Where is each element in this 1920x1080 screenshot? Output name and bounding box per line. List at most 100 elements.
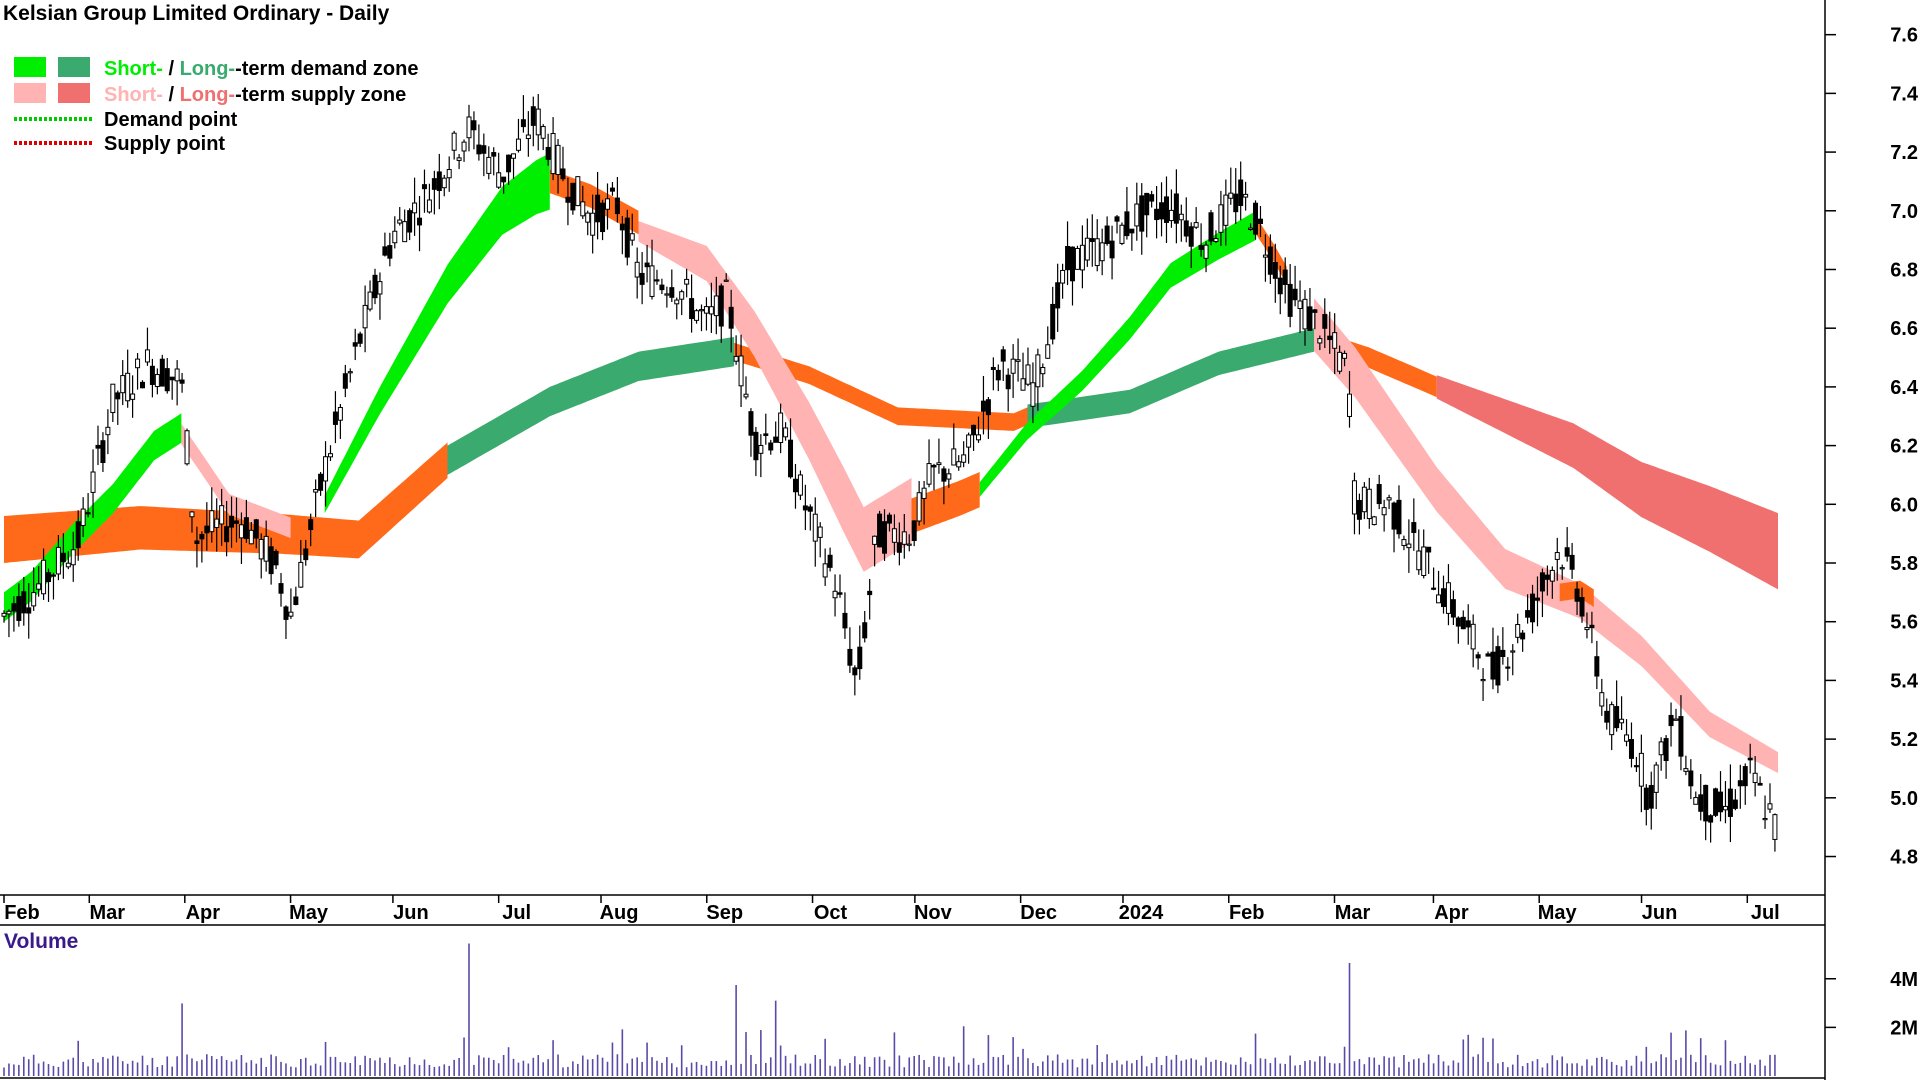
- candle-body: [901, 531, 907, 545]
- candle-body: [1342, 352, 1348, 359]
- candle-body: [679, 291, 685, 300]
- time-tick-label: Jul: [1751, 902, 1780, 924]
- candle-body: [832, 590, 838, 599]
- candle-body: [1351, 480, 1357, 515]
- candle-body: [1159, 202, 1165, 220]
- candle-body: [971, 424, 977, 436]
- candle-body: [1253, 202, 1259, 235]
- candle-body: [1020, 378, 1026, 391]
- candle-body: [1282, 269, 1288, 285]
- candle-body: [1267, 246, 1273, 275]
- candle-body: [906, 543, 912, 546]
- candle-body: [1495, 646, 1501, 686]
- candle-body: [407, 210, 413, 233]
- candle-body: [456, 157, 462, 161]
- candle-body: [1188, 226, 1194, 247]
- candle-body: [1713, 788, 1719, 816]
- candle-body: [431, 178, 437, 190]
- candle-body: [278, 583, 284, 594]
- candle-body: [525, 134, 531, 140]
- legend-demand-point: Demand point: [104, 109, 238, 131]
- candle-body: [1297, 300, 1303, 310]
- candle-body: [1302, 298, 1308, 330]
- candle-body: [1163, 196, 1169, 223]
- candle-body: [1287, 283, 1293, 317]
- candle-body: [654, 279, 660, 282]
- candle-body: [1742, 766, 1748, 787]
- price-tick-label: 5.6: [1890, 612, 1918, 634]
- candle-body: [674, 299, 680, 305]
- candle-body: [392, 230, 398, 244]
- candle-body: [1554, 552, 1560, 560]
- candle-body: [1683, 768, 1689, 772]
- candle-body: [1460, 616, 1466, 630]
- candle-body: [46, 572, 52, 583]
- price-tick-label: 6.0: [1890, 494, 1918, 516]
- candle-body: [184, 430, 190, 465]
- candle-body: [1089, 238, 1095, 242]
- candle-body: [412, 202, 418, 214]
- candle-body: [496, 172, 502, 188]
- candle-body: [827, 554, 833, 568]
- candle-body: [1104, 225, 1110, 244]
- candle-body: [199, 533, 205, 540]
- legend-supply-zone: Short- / Long--term supply zone: [104, 84, 406, 106]
- time-tick-label: Mar: [1335, 902, 1371, 924]
- candle-body: [1327, 335, 1333, 341]
- legend-demand-short: Short-: [104, 58, 163, 80]
- candle-body: [1589, 624, 1595, 629]
- candle-body: [308, 519, 314, 531]
- candle-body: [1, 612, 7, 617]
- candle-body: [446, 169, 452, 179]
- short-supply-band: [638, 221, 912, 572]
- price-tick-label: 7.4: [1890, 83, 1919, 105]
- candle-body: [1228, 192, 1234, 199]
- candle-body: [1371, 516, 1377, 526]
- candle-body: [1579, 597, 1585, 617]
- candle-body: [1752, 772, 1758, 784]
- candle-body: [639, 272, 645, 285]
- candle-body: [1559, 567, 1565, 570]
- candle-body: [1391, 502, 1397, 530]
- candle-body: [1045, 344, 1051, 359]
- candle-body: [659, 284, 665, 291]
- candle-body: [1124, 211, 1130, 237]
- candle-body: [1445, 582, 1451, 614]
- legend-long-supply-swatch: [58, 83, 90, 103]
- candle-body: [1549, 569, 1555, 582]
- time-tick-label: Feb: [4, 902, 40, 924]
- candle-body: [1262, 254, 1268, 258]
- candle-body: [189, 511, 195, 518]
- candle-body: [614, 197, 620, 215]
- candle-body: [931, 464, 937, 468]
- candle-body: [1421, 546, 1427, 577]
- candle-body: [758, 444, 764, 454]
- candle-body: [753, 431, 759, 461]
- candle-body: [768, 442, 774, 451]
- candle-body: [1515, 624, 1521, 638]
- candle-body: [515, 138, 521, 151]
- candle-body: [1599, 692, 1605, 707]
- candle-body: [605, 198, 611, 210]
- candle-body: [1678, 716, 1684, 757]
- candle-body: [847, 648, 853, 666]
- candle-body: [1099, 242, 1105, 262]
- candle-body: [1470, 623, 1476, 650]
- candle-body: [466, 116, 472, 139]
- candle-body: [649, 265, 655, 297]
- candle-body: [501, 176, 507, 183]
- candle-body: [135, 358, 141, 369]
- candle-body: [792, 478, 798, 493]
- candle-body: [1079, 244, 1085, 271]
- candle-body: [921, 487, 927, 499]
- candle-body: [11, 603, 17, 612]
- candle-body: [65, 562, 71, 568]
- candle-body: [1005, 374, 1011, 390]
- candle-body: [21, 591, 27, 614]
- candle-body: [1688, 770, 1694, 787]
- candle-body: [1520, 632, 1526, 640]
- candle-body: [535, 108, 541, 136]
- long-demand-band: [447, 337, 735, 475]
- candle-body: [1718, 791, 1724, 813]
- candle-body: [1094, 238, 1100, 267]
